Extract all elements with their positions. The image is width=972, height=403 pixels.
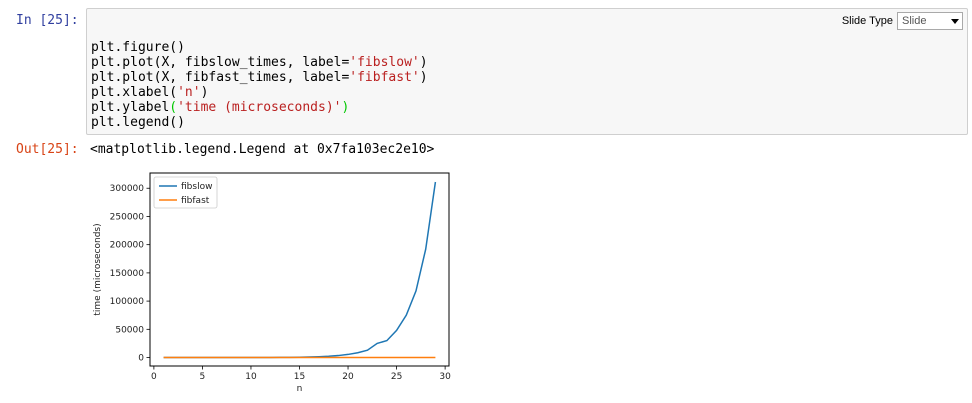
code-line: plt.plot(X, fibfast_times, label='fibfas…	[91, 70, 428, 85]
slide-type-value: Slide	[902, 15, 927, 27]
code-line: plt.ylabel('time (microseconds)')	[91, 100, 350, 115]
code-line: plt.figure()	[91, 40, 185, 55]
y-tick-label: 250000	[110, 212, 145, 222]
input-prompt: In [25]:	[16, 13, 79, 28]
x-tick-label: 5	[200, 372, 206, 382]
code-cell[interactable]: Slide Type Slide plt.figure() plt.plot(X…	[86, 8, 968, 135]
output-text: <matplotlib.legend.Legend at 0x7fa103ec2…	[90, 142, 435, 157]
legend-label-fibfast: fibfast	[181, 196, 210, 206]
code-line: plt.legend()	[91, 115, 185, 130]
cell-toolbar: Slide Type Slide	[87, 9, 967, 35]
legend-label-fibslow: fibslow	[181, 182, 212, 192]
code-editor[interactable]: plt.figure() plt.plot(X, fibslow_times, …	[91, 40, 428, 130]
output-prompt: Out[25]:	[16, 142, 79, 157]
y-tick-label: 50000	[115, 325, 144, 335]
x-axis-label: n	[297, 384, 303, 394]
x-tick-label: 15	[294, 372, 305, 382]
y-tick-label: 100000	[110, 297, 145, 307]
x-tick-label: 25	[391, 372, 402, 382]
x-tick-label: 30	[439, 372, 451, 382]
slide-type-label: Slide Type	[841, 15, 893, 27]
line-chart: 0 5 10 15 20 25 30 0 50000 100000 150000 200000 2500…	[93, 172, 451, 394]
x-tick-label: 20	[342, 372, 354, 382]
y-tick-label: 200000	[110, 241, 145, 251]
y-tick-label: 300000	[110, 184, 145, 194]
y-axis-label: time (microseconds)	[93, 223, 103, 315]
y-tick-label: 150000	[110, 269, 145, 279]
x-tick-label: 0	[151, 372, 157, 382]
code-line: plt.xlabel('n')	[91, 85, 209, 100]
code-line: plt.plot(X, fibslow_times, label='fibslo…	[91, 55, 428, 70]
chevron-down-icon	[951, 19, 959, 24]
x-tick-label: 10	[245, 372, 257, 382]
y-tick-label: 0	[138, 354, 144, 364]
slide-type-select[interactable]: Slide	[897, 12, 963, 30]
